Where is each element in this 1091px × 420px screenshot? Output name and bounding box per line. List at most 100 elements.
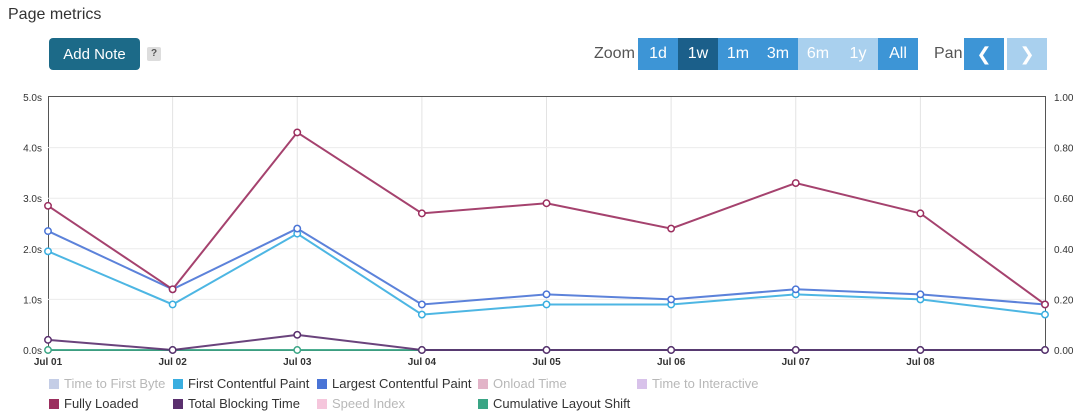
legend-swatch [49,379,59,389]
x-tick-label: Jul 07 [782,357,811,365]
legend-item-time-to-interactive[interactable]: Time to Interactive [637,376,758,391]
y-right-tick-label: 0.00 [1054,346,1074,357]
data-point-fully-loaded[interactable] [667,224,676,233]
legend-swatch [173,379,183,389]
data-point-largest-contentful-paint[interactable] [417,300,426,309]
data-point-total-blocking-time[interactable] [542,346,551,354]
data-point-total-blocking-time[interactable] [916,346,925,354]
legend-label: First Contentful Paint [188,376,310,391]
data-point-largest-contentful-paint[interactable] [542,290,551,299]
y-left-tick-label: 0.0s [23,346,42,357]
data-point-fully-loaded[interactable] [44,201,52,210]
y-left-tick-label: 2.0s [23,245,42,256]
y-right-tick-label: 1.00 [1054,93,1074,104]
legend-swatch [173,399,183,409]
legend-label: Fully Loaded [64,396,139,411]
zoom-3m-button[interactable]: 3m [758,38,798,70]
legend-item-fully-loaded[interactable]: Fully Loaded [49,396,138,411]
zoom-1y-button[interactable]: 1y [838,38,878,70]
legend-item-cumulative-layout-shift[interactable]: Cumulative Layout Shift [478,396,630,411]
legend-swatch [317,399,327,409]
legend-swatch [49,399,59,409]
data-point-largest-contentful-paint[interactable] [916,290,925,299]
data-point-fully-loaded[interactable] [916,209,925,218]
horizontal-gridlines [48,147,1045,300]
x-tick-label: Jul 01 [34,357,63,365]
data-point-first-contentful-paint[interactable] [542,300,551,309]
right-axis-ticks: 0.00 0.20 0.40 0.60 0.80 1.00 [1054,93,1074,357]
data-point-total-blocking-time[interactable] [667,346,676,354]
legend-item-speed-index[interactable]: Speed Index [317,396,405,411]
y-right-tick-label: 0.80 [1054,144,1074,155]
data-point-fully-loaded[interactable] [542,199,551,208]
data-point-cumulative-layout-shift[interactable] [293,346,302,354]
data-point-total-blocking-time[interactable] [417,346,426,354]
legend-label: Total Blocking Time [188,396,300,411]
x-tick-label: Jul 02 [158,357,187,365]
y-right-tick-label: 0.20 [1054,295,1074,306]
data-point-fully-loaded[interactable] [293,128,302,137]
legend-swatch [478,399,488,409]
x-tick-label: Jul 08 [906,357,935,365]
data-point-total-blocking-time[interactable] [791,346,800,354]
y-right-tick-label: 0.60 [1054,194,1074,205]
y-left-tick-label: 4.0s [23,144,42,155]
x-tick-label: Jul 05 [532,357,561,365]
chevron-left-icon: ❮ [976,43,992,65]
x-tick-label: Jul 04 [408,357,437,365]
data-point-first-contentful-paint[interactable] [168,300,177,309]
y-right-tick-label: 0.40 [1054,245,1074,256]
data-point-total-blocking-time[interactable] [293,330,302,339]
legend-item-total-blocking-time[interactable]: Total Blocking Time [173,396,300,411]
data-point-largest-contentful-paint[interactable] [791,285,800,294]
data-point-first-contentful-paint[interactable] [417,310,426,319]
data-point-total-blocking-time[interactable] [44,335,52,344]
y-left-tick-label: 3.0s [23,194,42,205]
zoom-1w-button[interactable]: 1w [678,38,718,70]
help-icon[interactable]: ? [147,47,161,61]
legend-swatch [478,379,488,389]
legend-item-time-to-first-byte[interactable]: Time to First Byte [49,376,165,391]
data-point-first-contentful-paint[interactable] [1041,310,1049,319]
x-tick-label: Jul 06 [657,357,686,365]
line-chart: 0.0s 1.0s 2.0s 3.0s 4.0s 5.0s 0.00 0.20 0.40 0.6… [23,93,1074,365]
left-axis-ticks: 0.0s 1.0s 2.0s 3.0s 4.0s 5.0s [23,93,42,357]
data-point-fully-loaded[interactable] [417,209,426,218]
zoom-6m-button[interactable]: 6m [798,38,838,70]
x-axis-ticks: Jul 01 Jul 02 Jul 03 Jul 04 Jul 05 Jul 06 Jul … [34,357,935,365]
data-point-cumulative-layout-shift[interactable] [44,346,52,354]
chevron-right-icon: ❯ [1019,43,1035,65]
zoom-all-button[interactable]: All [878,38,918,70]
y-left-tick-label: 1.0s [23,295,42,306]
legend-label: Time to First Byte [64,376,166,391]
x-tick-label: Jul 03 [283,357,312,365]
pan-label: Pan [934,45,963,62]
legend-swatch [637,379,647,389]
data-point-fully-loaded[interactable] [791,179,800,187]
series-points [44,128,1049,354]
legend-label: Speed Index [332,396,406,411]
legend-label: Cumulative Layout Shift [493,396,631,411]
legend-item-onload-time[interactable]: Onload Time [478,376,567,391]
data-point-largest-contentful-paint[interactable] [667,295,676,304]
legend-item-first-contentful-paint[interactable]: First Contentful Paint [173,376,309,391]
legend-swatch [317,379,327,389]
zoom-1d-button[interactable]: 1d [638,38,678,70]
data-point-first-contentful-paint[interactable] [44,247,52,256]
zoom-label: Zoom [594,45,635,62]
pan-next-button[interactable]: ❯ [1007,38,1047,70]
data-point-largest-contentful-paint[interactable] [293,224,302,233]
legend-item-largest-contentful-paint[interactable]: Largest Contentful Paint [317,376,471,391]
pan-prev-button[interactable]: ❮ [964,38,1004,70]
data-point-total-blocking-time[interactable] [1041,346,1049,354]
y-left-tick-label: 5.0s [23,93,42,104]
legend-label: Largest Contentful Paint [332,376,472,391]
legend-label: Time to Interactive [652,376,759,391]
data-point-total-blocking-time[interactable] [168,346,177,354]
page-title: Page metrics [8,6,102,23]
data-point-fully-loaded[interactable] [1041,300,1049,309]
data-point-fully-loaded[interactable] [168,285,177,294]
zoom-1m-button[interactable]: 1m [718,38,758,70]
data-point-largest-contentful-paint[interactable] [44,227,52,236]
add-note-button[interactable]: Add Note [49,38,140,70]
